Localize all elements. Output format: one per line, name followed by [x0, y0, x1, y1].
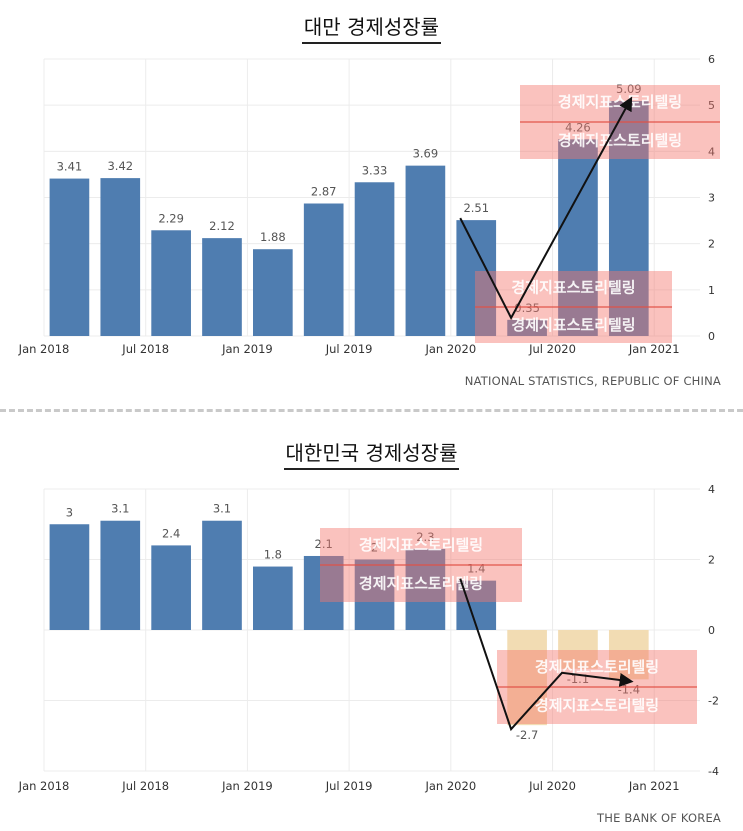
y-tick-label: 6	[708, 53, 715, 66]
source-taiwan: NATIONAL STATISTICS, REPUBLIC OF CHINA	[464, 374, 721, 388]
y-tick-label: -4	[708, 765, 719, 778]
bar	[151, 230, 191, 336]
bar	[507, 319, 547, 336]
bar	[202, 238, 242, 336]
x-tick-label: Jan 2019	[221, 342, 273, 356]
chart-korea: -4 -2 0 2 4 Jan 2018 Jul 2018 Jan 2019 Jul 2019 J…	[18, 483, 719, 793]
x-tick-label: Jan 2020	[424, 779, 476, 793]
watermark-text: 경제지표스토리텔링	[511, 316, 635, 334]
data-label: 2.51	[463, 201, 489, 215]
data-label: 1.8	[264, 548, 282, 562]
bar	[202, 520, 242, 630]
watermark-text: 경제지표스토리텔링	[558, 132, 682, 150]
data-label: 3.1	[213, 502, 231, 516]
chart-taiwan: 0 1 2 3 4 5 6 Jan 2018 Jul 2018 Jan 2019 Jul 2019 J…	[18, 53, 720, 356]
watermark-text: 경제지표스토리텔링	[535, 658, 659, 676]
y-tick-label: 2	[708, 554, 715, 567]
data-label: 3	[66, 505, 73, 519]
bar	[558, 630, 598, 669]
x-tick-label: Jan 2019	[221, 779, 273, 793]
chart-title-korea: 대한민국 경제성장률	[0, 437, 743, 470]
y-tick-label: -2	[708, 695, 719, 708]
source-korea: THE BANK OF KOREA	[597, 811, 721, 825]
data-label: 2.87	[311, 185, 337, 199]
data-label: 2.4	[162, 526, 180, 540]
y-tick-label: 0	[708, 330, 715, 343]
y-tick-label: 0	[708, 624, 715, 637]
data-label: 4.26	[565, 120, 591, 134]
bar	[354, 559, 395, 630]
data-label: 5.09	[616, 82, 642, 96]
bar	[49, 178, 90, 336]
data-label: 2.12	[209, 219, 235, 233]
watermark-text: 경제지표스토리텔링	[558, 93, 682, 111]
bar	[405, 165, 446, 336]
chart-title-taiwan: 대만 경제성장률	[0, 11, 743, 44]
bar	[608, 101, 649, 337]
x-tick-label: Jul 2019	[325, 779, 373, 793]
data-label: 3.1	[111, 502, 129, 516]
bar	[354, 182, 395, 336]
data-label: 3.33	[362, 163, 388, 177]
watermark-text: 경제지표스토리텔링	[511, 279, 635, 297]
data-label: 3.69	[413, 147, 439, 161]
bar	[303, 555, 344, 630]
x-tick-label: Jul 2019	[325, 342, 373, 356]
data-label: 3.42	[107, 159, 133, 173]
y-tick-label: 5	[708, 99, 715, 112]
y-tick-label: 4	[708, 483, 715, 496]
data-label: 2.3	[416, 530, 434, 544]
x-tick-label: Jul 2018	[121, 342, 169, 356]
watermark-text: 경제지표스토리텔링	[359, 575, 483, 593]
x-tick-label: Jan 2018	[18, 779, 70, 793]
x-tick-label: Jul 2020	[528, 779, 576, 793]
bar	[151, 545, 191, 630]
y-tick-label: 3	[708, 192, 715, 205]
data-label: 2.1	[315, 537, 333, 551]
bar	[405, 548, 446, 630]
trend-arrow	[459, 96, 633, 320]
section-divider	[0, 409, 743, 412]
bar	[303, 203, 344, 336]
bar	[608, 630, 649, 680]
x-tick-label: Jul 2020	[528, 342, 576, 356]
bar	[100, 178, 141, 336]
x-tick-label: Jan 2018	[18, 342, 70, 356]
x-tick-label: Jan 2020	[424, 342, 476, 356]
x-tick-label: Jan 2021	[628, 342, 680, 356]
watermark-text: 경제지표스토리텔링	[535, 697, 659, 715]
x-tick-label: Jul 2018	[121, 779, 169, 793]
y-tick-label: 1	[708, 284, 715, 297]
watermark-text: 경제지표스토리텔링	[359, 536, 483, 554]
bar	[507, 630, 547, 726]
bar	[456, 220, 497, 336]
y-tick-label: 2	[708, 238, 715, 251]
bar	[253, 566, 293, 630]
y-tick-label: 4	[708, 145, 715, 158]
data-label: 1.88	[260, 230, 286, 244]
x-tick-label: Jan 2021	[628, 779, 680, 793]
data-label: 3.41	[57, 160, 83, 174]
trend-arrow	[459, 578, 634, 732]
bar	[49, 524, 90, 630]
data-label: -2.7	[516, 728, 538, 742]
data-label: 2.29	[158, 211, 184, 225]
bar	[100, 520, 141, 630]
data-label: 2	[371, 541, 378, 555]
bar	[253, 249, 293, 336]
